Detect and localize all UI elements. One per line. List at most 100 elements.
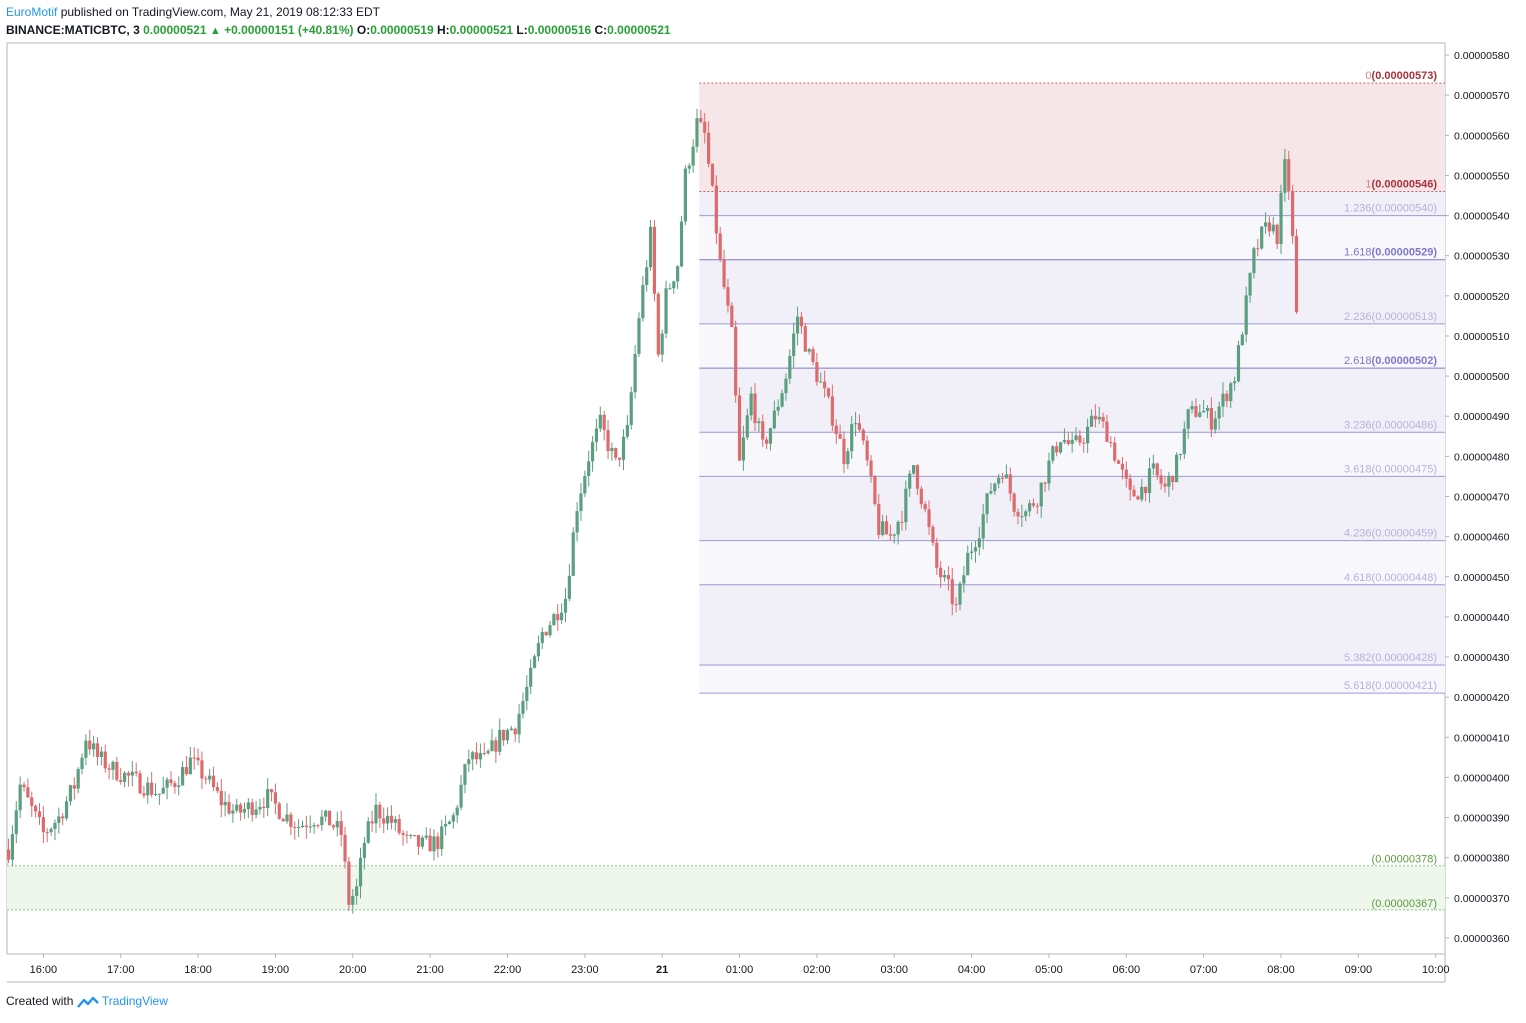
candle-down — [88, 740, 92, 750]
candle-up — [1198, 412, 1202, 417]
candle-down — [838, 434, 842, 439]
candle-down — [606, 430, 610, 452]
price-tick-label: 0.00000430 — [1454, 652, 1510, 664]
candle-down — [316, 825, 320, 827]
candle-down — [1209, 408, 1213, 430]
author-link[interactable]: EuroMotif — [6, 5, 58, 19]
candle-down — [734, 326, 738, 396]
candle-down — [753, 393, 757, 424]
price-change: +0.00000151 (+40.81%) — [224, 23, 354, 37]
candle-up — [1028, 503, 1032, 512]
candle-down — [1275, 224, 1279, 244]
candle-down — [138, 773, 142, 794]
time-tick-label: 16:00 — [30, 964, 58, 976]
tradingview-brand-link[interactable]: TradingView — [101, 994, 168, 1008]
fib-level-label: 1.618(0.00000529) — [1344, 247, 1437, 259]
candle-down — [169, 779, 173, 784]
candle-up — [637, 318, 641, 354]
candle-down — [954, 604, 958, 606]
fib-price: (0.00000540) — [1372, 203, 1437, 215]
candle-down — [834, 425, 838, 435]
time-tick-label: 05:00 — [1035, 964, 1063, 976]
candle-up — [768, 428, 773, 444]
candle-down — [1132, 489, 1136, 497]
price-tick-label: 0.00000370 — [1454, 893, 1510, 905]
low-label: L: — [516, 23, 528, 37]
candle-up — [1202, 410, 1206, 413]
candle-up — [424, 835, 428, 838]
candle-down — [726, 287, 730, 306]
candle-up — [1058, 442, 1063, 453]
candle-up — [235, 804, 239, 811]
candle-up — [14, 810, 18, 835]
candle-down — [935, 542, 939, 568]
candle-down — [857, 423, 862, 430]
fib-band — [699, 665, 1445, 694]
high-label: H: — [437, 23, 450, 37]
candle-up — [1051, 446, 1055, 461]
candle-up — [266, 789, 270, 809]
candle-down — [1128, 478, 1132, 490]
candle-up — [969, 551, 974, 553]
candle-up — [1074, 435, 1078, 440]
fib-level-label: 1.236(0.00000540) — [1344, 203, 1437, 215]
candle-up — [590, 442, 595, 462]
candle-up — [409, 835, 413, 837]
candle-down — [192, 757, 196, 759]
candle-down — [1031, 503, 1036, 506]
candle-up — [64, 801, 69, 819]
price-tick-label: 0.00000440 — [1454, 612, 1510, 624]
candle-up — [455, 807, 459, 816]
candle-down — [884, 521, 889, 535]
candle-down — [331, 825, 336, 828]
candle-down — [37, 811, 42, 818]
price-tick-label: 0.00000390 — [1454, 813, 1510, 825]
candle-down — [173, 783, 177, 787]
time-tick-label: 03:00 — [880, 964, 908, 976]
candle-up — [749, 393, 753, 416]
candle-up — [807, 349, 811, 352]
candle-down — [1291, 190, 1295, 237]
candle-down — [1267, 222, 1272, 232]
candle-down — [339, 821, 343, 835]
candle-down — [474, 752, 479, 760]
tradingview-logo-icon — [76, 996, 99, 1008]
candle-up — [130, 771, 134, 776]
candle-up — [443, 824, 448, 827]
time-tick-label: 21 — [656, 964, 668, 976]
candle-down — [227, 801, 231, 814]
publish-info: EuroMotif published on TradingView.com, … — [6, 4, 380, 20]
candle-down — [614, 448, 618, 458]
candle-up — [981, 514, 985, 539]
candle-down — [269, 789, 274, 793]
candle-up — [579, 493, 583, 512]
candle-down — [900, 521, 904, 523]
candle-up — [1244, 295, 1248, 335]
candle-up — [208, 775, 212, 780]
candle-down — [1124, 469, 1128, 479]
candle-up — [1279, 192, 1283, 244]
candle-up — [672, 281, 676, 289]
price-tick-label: 0.00000470 — [1454, 491, 1510, 503]
candle-up — [1232, 381, 1237, 384]
candle-down — [1120, 463, 1125, 470]
candle-up — [324, 810, 328, 817]
candle-down — [1078, 435, 1082, 443]
candle-down — [273, 792, 278, 804]
candle-up — [962, 575, 966, 584]
candle-down — [293, 826, 297, 828]
candle-up — [1186, 409, 1190, 429]
candle-down — [72, 785, 76, 789]
candle-up — [1217, 406, 1221, 419]
candle-up — [598, 414, 602, 429]
fib-band — [699, 215, 1445, 260]
candle-down — [950, 579, 954, 605]
fib-price: (0.00000546) — [1372, 178, 1438, 190]
candle-down — [502, 729, 506, 741]
time-tick-label: 04:00 — [958, 964, 986, 976]
candle-up — [772, 410, 776, 429]
candle-up — [366, 821, 370, 843]
footer: Created with TradingView — [6, 992, 168, 1010]
